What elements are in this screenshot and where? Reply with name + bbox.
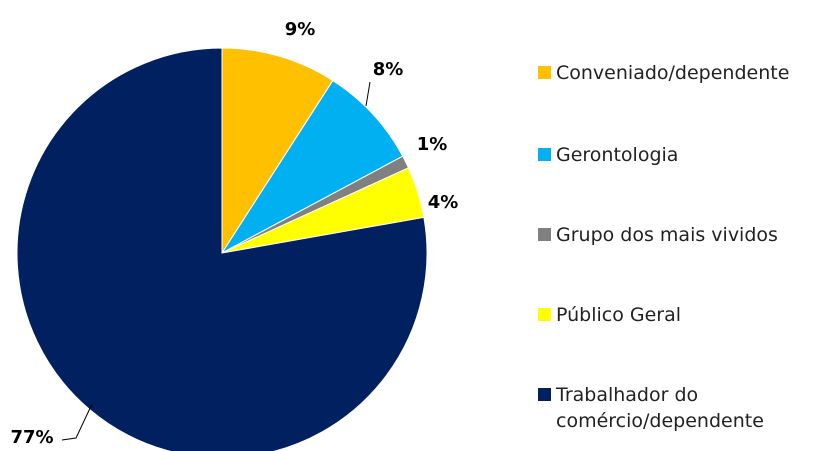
pie-slice xyxy=(16,47,428,451)
legend-label: Conveniado/dependente xyxy=(556,62,790,84)
data-label: 1% xyxy=(417,134,448,155)
legend-swatch xyxy=(538,66,551,79)
data-label: 8% xyxy=(373,59,404,80)
slices xyxy=(16,47,428,451)
pie-slice xyxy=(220,79,404,255)
legend-item: Trabalhador do comércio/dependente xyxy=(538,382,764,434)
data-label: 4% xyxy=(428,192,459,213)
legend-item: Gerontologia xyxy=(538,142,806,168)
legend-swatch xyxy=(538,308,551,321)
legend-swatch xyxy=(538,148,551,161)
legend-swatch xyxy=(538,228,551,241)
pie-slice xyxy=(221,47,334,255)
legend-label: Gerontologia xyxy=(556,144,679,166)
leader-line xyxy=(61,403,93,441)
data-labels: 9% 8% 1% 4% 77% xyxy=(10,19,458,448)
legend-item: Conveniado/dependente xyxy=(538,60,806,86)
legend-item: Grupo dos mais vividos xyxy=(538,222,806,248)
leader-line xyxy=(365,81,371,107)
data-label: 9% xyxy=(285,19,316,40)
legend-label: Grupo dos mais vividos xyxy=(556,224,778,246)
legend-swatch xyxy=(538,388,551,401)
legend-label: Público Geral xyxy=(556,304,682,326)
legend-label: Trabalhador do comércio/dependente xyxy=(556,384,764,432)
legend-item: Público Geral xyxy=(538,302,806,328)
data-label: 77% xyxy=(10,427,53,448)
